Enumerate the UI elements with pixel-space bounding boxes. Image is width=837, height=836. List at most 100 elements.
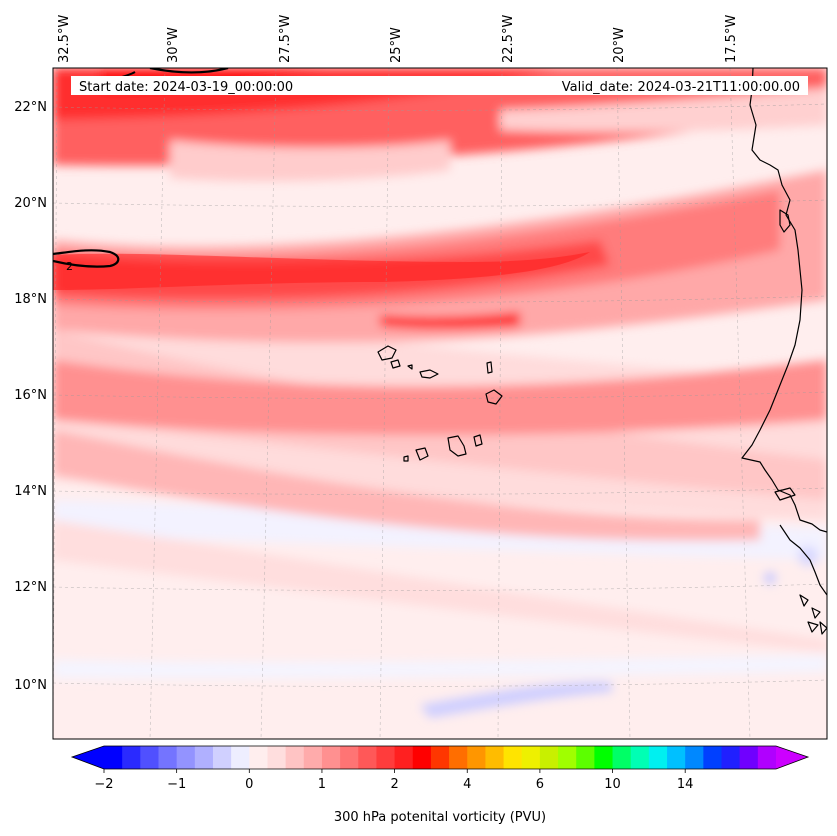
sao-nicolau-island: [419, 369, 439, 379]
lon-label: 25°W: [389, 27, 404, 63]
colorbar-cell: [376, 746, 396, 769]
colorbar-cell: [285, 746, 305, 769]
colorbar-tick-label: 10: [604, 777, 621, 792]
colorbar-cell: [576, 746, 595, 769]
colorbar-cell: [394, 746, 414, 769]
maio-island: [473, 434, 483, 447]
low-pv-band-south: [53, 655, 827, 679]
colorbar-cell: [412, 746, 432, 769]
colorbar-cell: [231, 746, 250, 769]
bijagos-islands: [799, 594, 827, 635]
colorbar-over-arrow: [776, 746, 808, 769]
colorbar-cell: [321, 746, 341, 769]
colorbar-cell: [449, 746, 468, 769]
northeast-pink-streak: [500, 88, 827, 133]
colorbar-cell: [521, 746, 541, 769]
longitude-labels: 32.5°W 30°W 27.5°W 25°W 22.5°W 20°W 17.5…: [57, 15, 739, 63]
colorbar-cell: [467, 746, 486, 769]
lat-label: 22°N: [14, 100, 47, 115]
colorbar-cell: [539, 746, 559, 769]
lower-red-tongue: [53, 430, 760, 541]
colorbar-cells: [104, 746, 777, 769]
brava-island: [403, 455, 409, 462]
north-pink-gap: [170, 140, 450, 182]
map-area: [53, 68, 827, 739]
colorbar-cell: [612, 746, 632, 769]
colorbar-cell: [485, 746, 505, 769]
colorbar-cell: [358, 746, 378, 769]
colorbar-cell: [558, 746, 577, 769]
lat-label: 10°N: [14, 678, 47, 693]
colorbar-tick-label: 14: [677, 777, 694, 792]
colorbar-cell: [757, 746, 777, 769]
colorbar-cell: [630, 746, 650, 769]
lon-label: 32.5°W: [57, 15, 72, 63]
colorbar-tick-label: 4: [463, 777, 471, 792]
pink-streak-south: [53, 520, 827, 652]
santo-antao-island: [377, 345, 397, 361]
small-islet: [407, 364, 413, 370]
lat-label: 12°N: [14, 580, 47, 595]
colorbar-cell: [140, 746, 160, 769]
colorbar-cell: [503, 746, 523, 769]
colorbar-title: 300 hPa potenital vorticity (PVU): [334, 810, 546, 825]
colorbar-cell: [303, 746, 323, 769]
lat-label: 18°N: [14, 292, 47, 307]
date-annotation: Start date: 2024-03-19_00:00:00 Valid_da…: [71, 76, 808, 95]
lon-label: 30°W: [166, 27, 181, 63]
lat-label: 20°N: [14, 196, 47, 211]
colorbar-cell: [194, 746, 214, 769]
mauritania-inlet: [779, 209, 791, 233]
lon-label: 17.5°W: [724, 15, 739, 63]
lon-label: 27.5°W: [278, 15, 293, 63]
colorbar-ticks: −2 −1 0 1 2 4 6 10 14: [94, 769, 693, 792]
map-frame: [52, 67, 828, 740]
gambia-outline: [774, 487, 796, 501]
colorbar-cell: [703, 746, 723, 769]
colorbar-cell: [721, 746, 741, 769]
colorbar-cell: [648, 746, 668, 769]
colorbar-cell: [176, 746, 196, 769]
colorbar-cell: [685, 746, 704, 769]
colorbar-cell: [158, 746, 178, 769]
colorbar-cell: [212, 746, 232, 769]
boa-vista-island: [485, 389, 503, 405]
east-blue-spot-2: [764, 572, 776, 584]
colorbar-tick-label: 2: [390, 777, 398, 792]
coastlines: [377, 68, 827, 635]
pv-max-core: [53, 252, 590, 290]
negative-pv-streak: [420, 681, 612, 718]
colorbar-tick-label: 0: [245, 777, 253, 792]
lon-label: 20°W: [612, 27, 627, 63]
santiago-island: [447, 435, 467, 457]
colorbar-tick-label: −1: [167, 777, 186, 792]
colorbar: −2 −1 0 1 2 4 6 10 14 300 hPa potenital vorticit…: [70, 745, 810, 825]
colorbar-tick-label: 6: [536, 777, 544, 792]
contour-label: 2: [66, 260, 73, 273]
colorbar-cell: [739, 746, 759, 769]
colorbar-cell: [430, 746, 450, 769]
lat-label: 14°N: [14, 484, 47, 499]
colorbar-under-arrow: [72, 746, 104, 769]
red-secondary-band: [53, 360, 827, 435]
red-core-lobe: [380, 312, 520, 329]
fogo-island: [415, 447, 429, 461]
latitude-labels: 22°N 20°N 18°N 16°N 14°N 12°N 10°N: [14, 100, 47, 693]
low-pv-band: [53, 500, 827, 560]
colorbar-tick-label: 1: [318, 777, 326, 792]
colorbar-tick-label: −2: [94, 777, 113, 792]
colorbar-cell: [122, 746, 141, 769]
guinea-bissau-coast: [779, 524, 827, 596]
west-africa-coast: [741, 68, 827, 533]
colorbar-cell: [594, 746, 614, 769]
sao-vicente-island: [390, 359, 401, 369]
start-date-label: Start date: 2024-03-19_00:00:00: [79, 80, 293, 95]
lat-label: 16°N: [14, 388, 47, 403]
colorbar-cell: [340, 746, 359, 769]
colorbar-cell: [249, 746, 269, 769]
colorbar-cell: [667, 746, 686, 769]
lon-label: 22.5°W: [501, 15, 516, 63]
sal-island: [486, 361, 493, 374]
graticule: [53, 68, 827, 739]
